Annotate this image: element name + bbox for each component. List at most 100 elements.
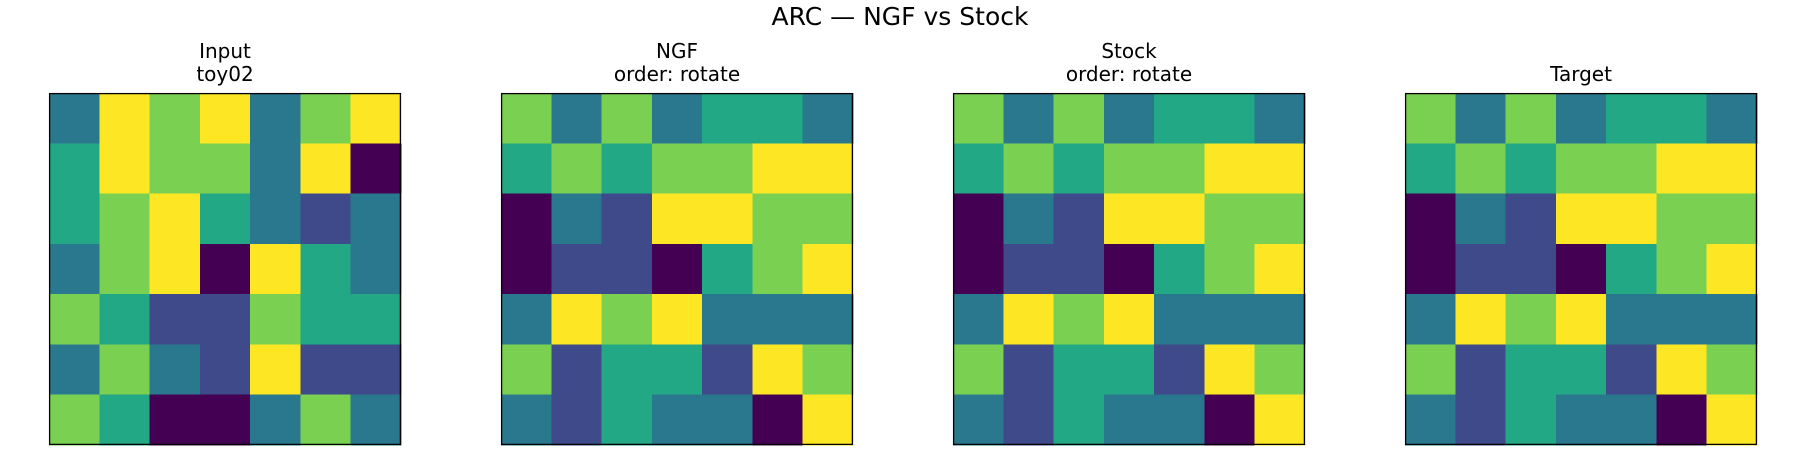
grid-cell-r5-c3: [1103, 344, 1155, 396]
grid-cell-r6-c6: [1254, 394, 1306, 446]
grid-cell-r6-c0: [49, 394, 100, 446]
heatmap-grid-target: [1404, 92, 1758, 446]
grid-cell-r5-c1: [551, 344, 603, 396]
grid-cell-r0-c6: [1706, 93, 1758, 144]
panel-title-line-2: order: rotate: [1065, 62, 1193, 86]
grid-cell-r4-c2: [601, 294, 653, 346]
grid-cell-r0-c6: [350, 93, 402, 144]
grid-cell-r5-c4: [250, 344, 302, 396]
grid-frame: [48, 92, 402, 446]
grid-cell-r0-c5: [752, 93, 804, 144]
grid-cell-r5-c2: [149, 344, 201, 396]
grid-cell-r0-c0: [953, 93, 1004, 144]
grid-cell-r5-c2: [1505, 344, 1557, 396]
grid-cell-r4-c3: [651, 294, 703, 346]
grid-cell-r2-c2: [149, 193, 201, 245]
grid-frame: [500, 92, 854, 446]
grid-cell-r4-c2: [1505, 294, 1557, 346]
grid-cell-r0-c5: [1204, 93, 1256, 144]
grid-cell-r4-c4: [250, 294, 302, 346]
grid-cell-r3-c5: [1204, 243, 1256, 295]
grid-cell-r4-c6: [802, 294, 854, 346]
grid-cell-r4-c4: [702, 294, 754, 346]
grid-cell-r5-c2: [601, 344, 653, 396]
grid-cell-r2-c4: [1154, 193, 1206, 245]
grid-cell-r3-c4: [250, 243, 302, 295]
grid-cell-r4-c0: [953, 294, 1004, 346]
grid-cell-r0-c1: [1455, 93, 1507, 144]
grid-cell-r2-c3: [651, 193, 703, 245]
grid-cell-r5-c0: [1405, 344, 1456, 396]
grid-cell-r1-c5: [752, 143, 804, 195]
grid-cell-r1-c6: [802, 143, 854, 195]
grid-cell-r2-c0: [953, 193, 1004, 245]
grid-cell-r1-c3: [1103, 143, 1155, 195]
grid-cell-r2-c1: [1455, 193, 1507, 245]
grid-cell-r1-c2: [1505, 143, 1557, 195]
grid-cell-r0-c6: [802, 93, 854, 144]
grid-cell-r3-c2: [1505, 243, 1557, 295]
grid-cell-r5-c5: [1204, 344, 1256, 396]
panel-title-line-1: Stock: [1101, 39, 1157, 63]
panel-stock: Stock order: rotate: [952, 0, 1306, 450]
grid-cell-r5-c6: [350, 344, 402, 396]
grid-cell-r6-c2: [1505, 394, 1557, 446]
grid-cell-r5-c0: [49, 344, 100, 396]
grid-cell-r1-c2: [1053, 143, 1105, 195]
grid-cell-r0-c4: [702, 93, 754, 144]
panel-ngf: NGF order: rotate: [500, 0, 854, 450]
grid-cell-r6-c1: [99, 394, 151, 446]
grid-cell-r6-c2: [601, 394, 653, 446]
figure-title: ARC — NGF vs Stock: [771, 2, 1029, 31]
grid-cell-r4-c5: [1656, 294, 1708, 346]
panel-title-line-1: NGF: [656, 39, 698, 63]
grid-cell-r1-c1: [1455, 143, 1507, 195]
grid-cell-r4-c0: [49, 294, 100, 346]
grid-cell-r2-c1: [551, 193, 603, 245]
grid-cell-r2-c0: [49, 193, 100, 245]
grid-cell-r3-c4: [702, 243, 754, 295]
grid-cell-r6-c5: [752, 394, 804, 446]
grid-cell-r6-c2: [149, 394, 201, 446]
grid-cell-r6-c4: [1154, 394, 1206, 446]
grid-cell-r3-c1: [1003, 243, 1055, 295]
grid-cell-r3-c6: [1254, 243, 1306, 295]
grid-cell-r6-c3: [651, 394, 703, 446]
grid-cell-r3-c4: [1606, 243, 1658, 295]
grid-cell-r5-c6: [1254, 344, 1306, 396]
grid-cell-r1-c0: [953, 143, 1004, 195]
grid-cell-r2-c6: [802, 193, 854, 245]
grid-cell-r3-c3: [651, 243, 703, 295]
grid-cell-r3-c3: [1103, 243, 1155, 295]
grid-cell-r0-c1: [99, 93, 151, 144]
grid-cell-r2-c4: [702, 193, 754, 245]
grid-cell-r2-c4: [250, 193, 302, 245]
grid-cell-r5-c1: [1003, 344, 1055, 396]
grid-cell-r0-c2: [1505, 93, 1557, 144]
grid-cell-r4-c4: [1606, 294, 1658, 346]
grid-cell-r3-c1: [1455, 243, 1507, 295]
grid-cell-r1-c5: [1204, 143, 1256, 195]
grid-cell-r4-c6: [1706, 294, 1758, 346]
heatmap-grid-input: [48, 92, 402, 446]
grid-cell-r5-c1: [99, 344, 151, 396]
grid-cell-r5-c4: [1154, 344, 1206, 396]
grid-cell-r3-c1: [551, 243, 603, 295]
grid-cell-r1-c0: [1405, 143, 1456, 195]
grid-cell-r2-c4: [1606, 193, 1658, 245]
grid-cell-r6-c4: [250, 394, 302, 446]
grid-cell-r5-c2: [1053, 344, 1105, 396]
grid-cell-r4-c4: [1154, 294, 1206, 346]
grid-cell-r3-c3: [1555, 243, 1607, 295]
grid-cell-r1-c6: [350, 143, 402, 195]
grid-cell-r1-c0: [49, 143, 100, 195]
grid-cell-r3-c0: [501, 243, 552, 295]
grid-cell-r3-c6: [802, 243, 854, 295]
grid-cell-r6-c6: [350, 394, 402, 446]
grid-cell-r5-c0: [953, 344, 1004, 396]
grid-cell-r1-c2: [601, 143, 653, 195]
grid-cell-r2-c6: [1254, 193, 1306, 245]
grid-cell-r3-c0: [49, 243, 100, 295]
grid-cell-r0-c3: [1103, 93, 1155, 144]
grid-cell-r4-c5: [752, 294, 804, 346]
